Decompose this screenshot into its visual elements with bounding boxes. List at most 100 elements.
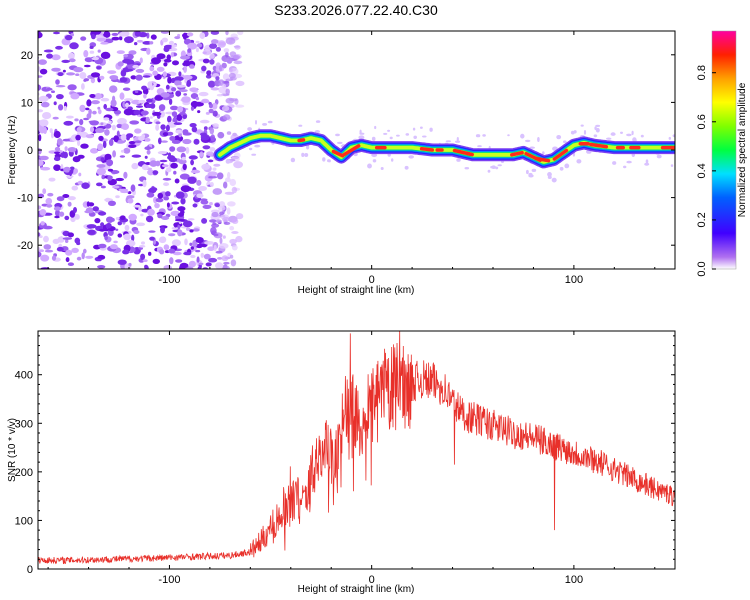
noise-blob [55,79,60,85]
noise-blob [77,154,85,159]
snr-ylabel: SNR (10 * v/v) [7,418,18,482]
noise-blob [132,64,140,69]
noise-blob [171,239,181,247]
ridge-halo-blob [576,159,582,164]
noise-blob [145,215,154,223]
noise-blob [56,196,65,202]
noise-blob [121,123,129,130]
noise-blob [215,219,222,223]
noise-blob [174,218,185,222]
noise-blob [156,53,166,60]
ridge-halo-blob [620,131,623,134]
noise-blob [209,182,214,187]
noise-blob [53,164,61,171]
ridge-halo-blob [528,172,533,177]
ridge-halo-blob [456,158,461,162]
noise-blob [202,145,211,150]
noise-blob [117,233,123,238]
noise-blob [235,104,245,108]
noise-blob [83,64,91,68]
noise-blob [142,179,147,188]
noise-blob [171,111,178,117]
noise-blob [221,265,231,269]
snr-series-line [38,331,675,565]
y-tick-label: 100 [15,515,33,527]
noise-blob [43,235,49,243]
noise-blob [149,236,156,241]
noise-blob [229,226,235,231]
noise-blob [64,215,70,221]
ridge-halo-blob [225,159,231,164]
ridge-halo-blob [520,133,525,139]
noise-blob [218,201,226,208]
noise-blob [213,244,217,252]
noise-blob [222,235,226,239]
noise-blob [229,254,234,259]
colorbar-tick-label: 0.0 [696,261,708,276]
noise-blob [146,149,151,155]
noise-blob [205,74,212,79]
noise-blob [76,131,83,136]
noise-blob [228,72,236,79]
noise-blob [186,79,192,87]
noise-blob [155,124,160,131]
noise-blob [174,76,184,82]
noise-blob [181,96,191,103]
noise-blob [76,126,82,132]
noise-blob [144,138,151,142]
noise-blob [216,172,224,180]
noise-blob [196,179,202,186]
ridge-peak-segment [419,146,435,152]
noise-blob [62,237,73,240]
noise-blob [183,60,190,63]
ridge-halo-blob [322,157,326,162]
noise-blob [162,132,169,137]
noise-blob [130,184,136,192]
noise-blob [184,238,188,246]
noise-blob [214,203,220,208]
noise-blob [134,42,138,46]
noise-blob [182,163,187,171]
noise-blob [212,167,217,171]
noise-blob [134,90,139,93]
noise-blob [119,77,128,83]
noise-blob [209,147,216,152]
noise-blob [168,152,171,158]
noise-blob [171,44,177,48]
noise-blob [40,254,50,262]
noise-blob [156,66,165,72]
noise-blob [176,84,186,88]
noise-blob [56,94,64,100]
noise-blob [117,259,127,265]
noise-blob [25,120,33,125]
ridge-halo-blob [537,137,540,142]
noise-blob [81,252,85,260]
noise-blob [31,75,36,81]
spectrogram-ylabel: Frequency (Hz) [7,116,18,185]
noise-blob [77,139,81,146]
ridge-halo-blob [580,124,584,127]
noise-blob [54,215,60,219]
ridge-halo-blob [464,167,470,170]
noise-blob [63,105,67,111]
noise-blob [211,211,219,218]
x-tick-label: 0 [369,574,375,586]
noise-blob [175,129,183,134]
noise-blob [182,138,192,145]
ridge-halo-blob [631,130,634,136]
noise-blob [74,118,79,122]
noise-blob [179,89,188,93]
noise-blob [174,178,180,184]
noise-blob [202,51,207,55]
noise-blob [100,41,109,45]
noise-blob [66,175,74,178]
noise-blob [149,66,155,72]
noise-blob [40,166,51,171]
noise-blob [194,101,204,107]
noise-blob [38,109,44,113]
noise-blob [90,148,99,154]
ridge-halo-blob [644,162,650,166]
noise-blob [95,35,104,39]
ridge-halo-blob [475,134,481,138]
noise-blob [125,102,129,108]
